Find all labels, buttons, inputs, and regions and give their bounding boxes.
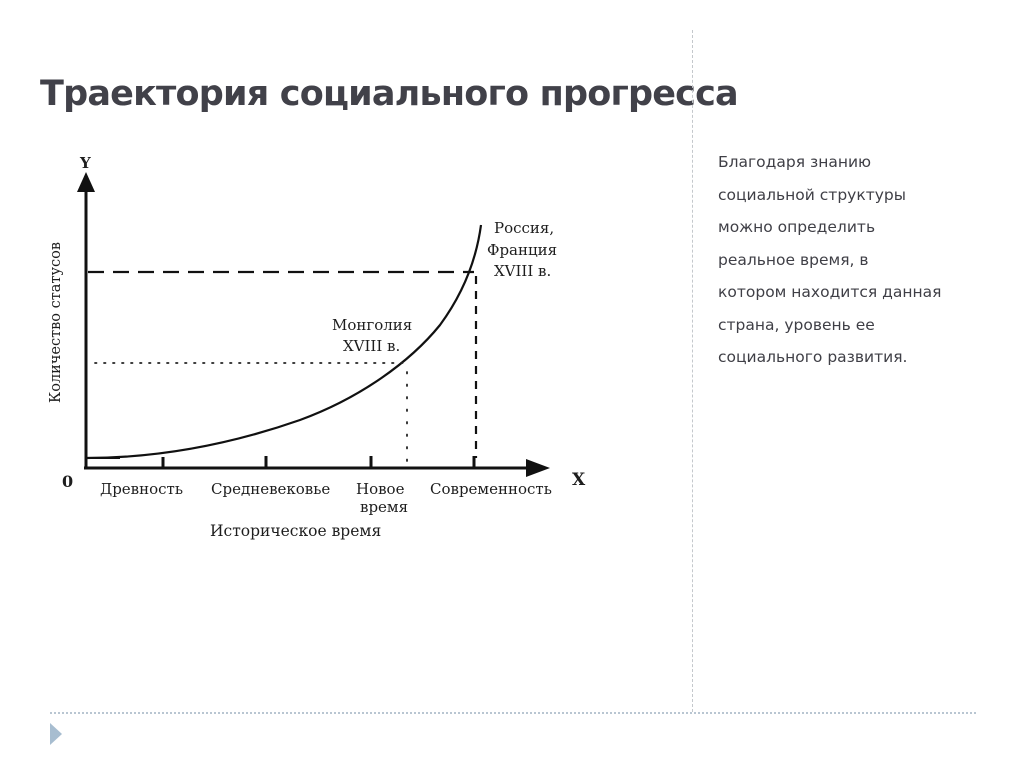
y-axis-letter: Y xyxy=(79,154,91,172)
category-label-sovremennost: Современность xyxy=(430,480,552,498)
annotation-russia-line1: Россия, xyxy=(494,219,554,237)
x-axis-letter: X xyxy=(572,470,586,490)
annotation-russia-line3: XVIII в. xyxy=(494,262,551,280)
x-axis-label: Историческое время xyxy=(210,522,381,540)
y-axis-arrow-icon xyxy=(77,172,95,192)
side-text-line: реальное время, в xyxy=(718,250,869,269)
origin-label: 0 xyxy=(62,472,73,491)
side-text-line: социального развития. xyxy=(718,348,908,366)
annotation-russia-line2: Франция xyxy=(487,241,557,259)
page-title: Траектория социального прогресса xyxy=(40,74,739,114)
category-label-novoe: Новое xyxy=(356,480,405,498)
category-label-vremya: время xyxy=(360,498,408,516)
category-label-srednevekovye: Средневековье xyxy=(211,480,330,498)
vertical-divider xyxy=(692,30,693,712)
x-axis-arrow-icon xyxy=(526,459,550,477)
annotation-mongolia-line2: XVIII в. xyxy=(343,337,400,355)
category-label-drevnost: Древность xyxy=(100,480,183,498)
side-text-line: страна, уровень ее xyxy=(718,315,875,334)
side-text-line: социальной структуры xyxy=(718,185,906,204)
social-progress-chart: Y X 0 Количество статусов Древность Сред… xyxy=(48,154,586,540)
progress-curve xyxy=(85,224,483,460)
y-axis-label: Количество статусов xyxy=(48,242,64,403)
horizontal-divider xyxy=(50,712,976,714)
side-text-line: можно определить xyxy=(718,218,876,236)
side-text-line: котором находится данная xyxy=(718,283,942,301)
side-description: Благодаря знанию социальной структуры мо… xyxy=(718,146,998,374)
side-text-line: Благодаря знанию xyxy=(718,153,872,171)
triangle-right-icon xyxy=(50,723,62,745)
annotation-mongolia-line1: Монголия xyxy=(332,316,412,334)
